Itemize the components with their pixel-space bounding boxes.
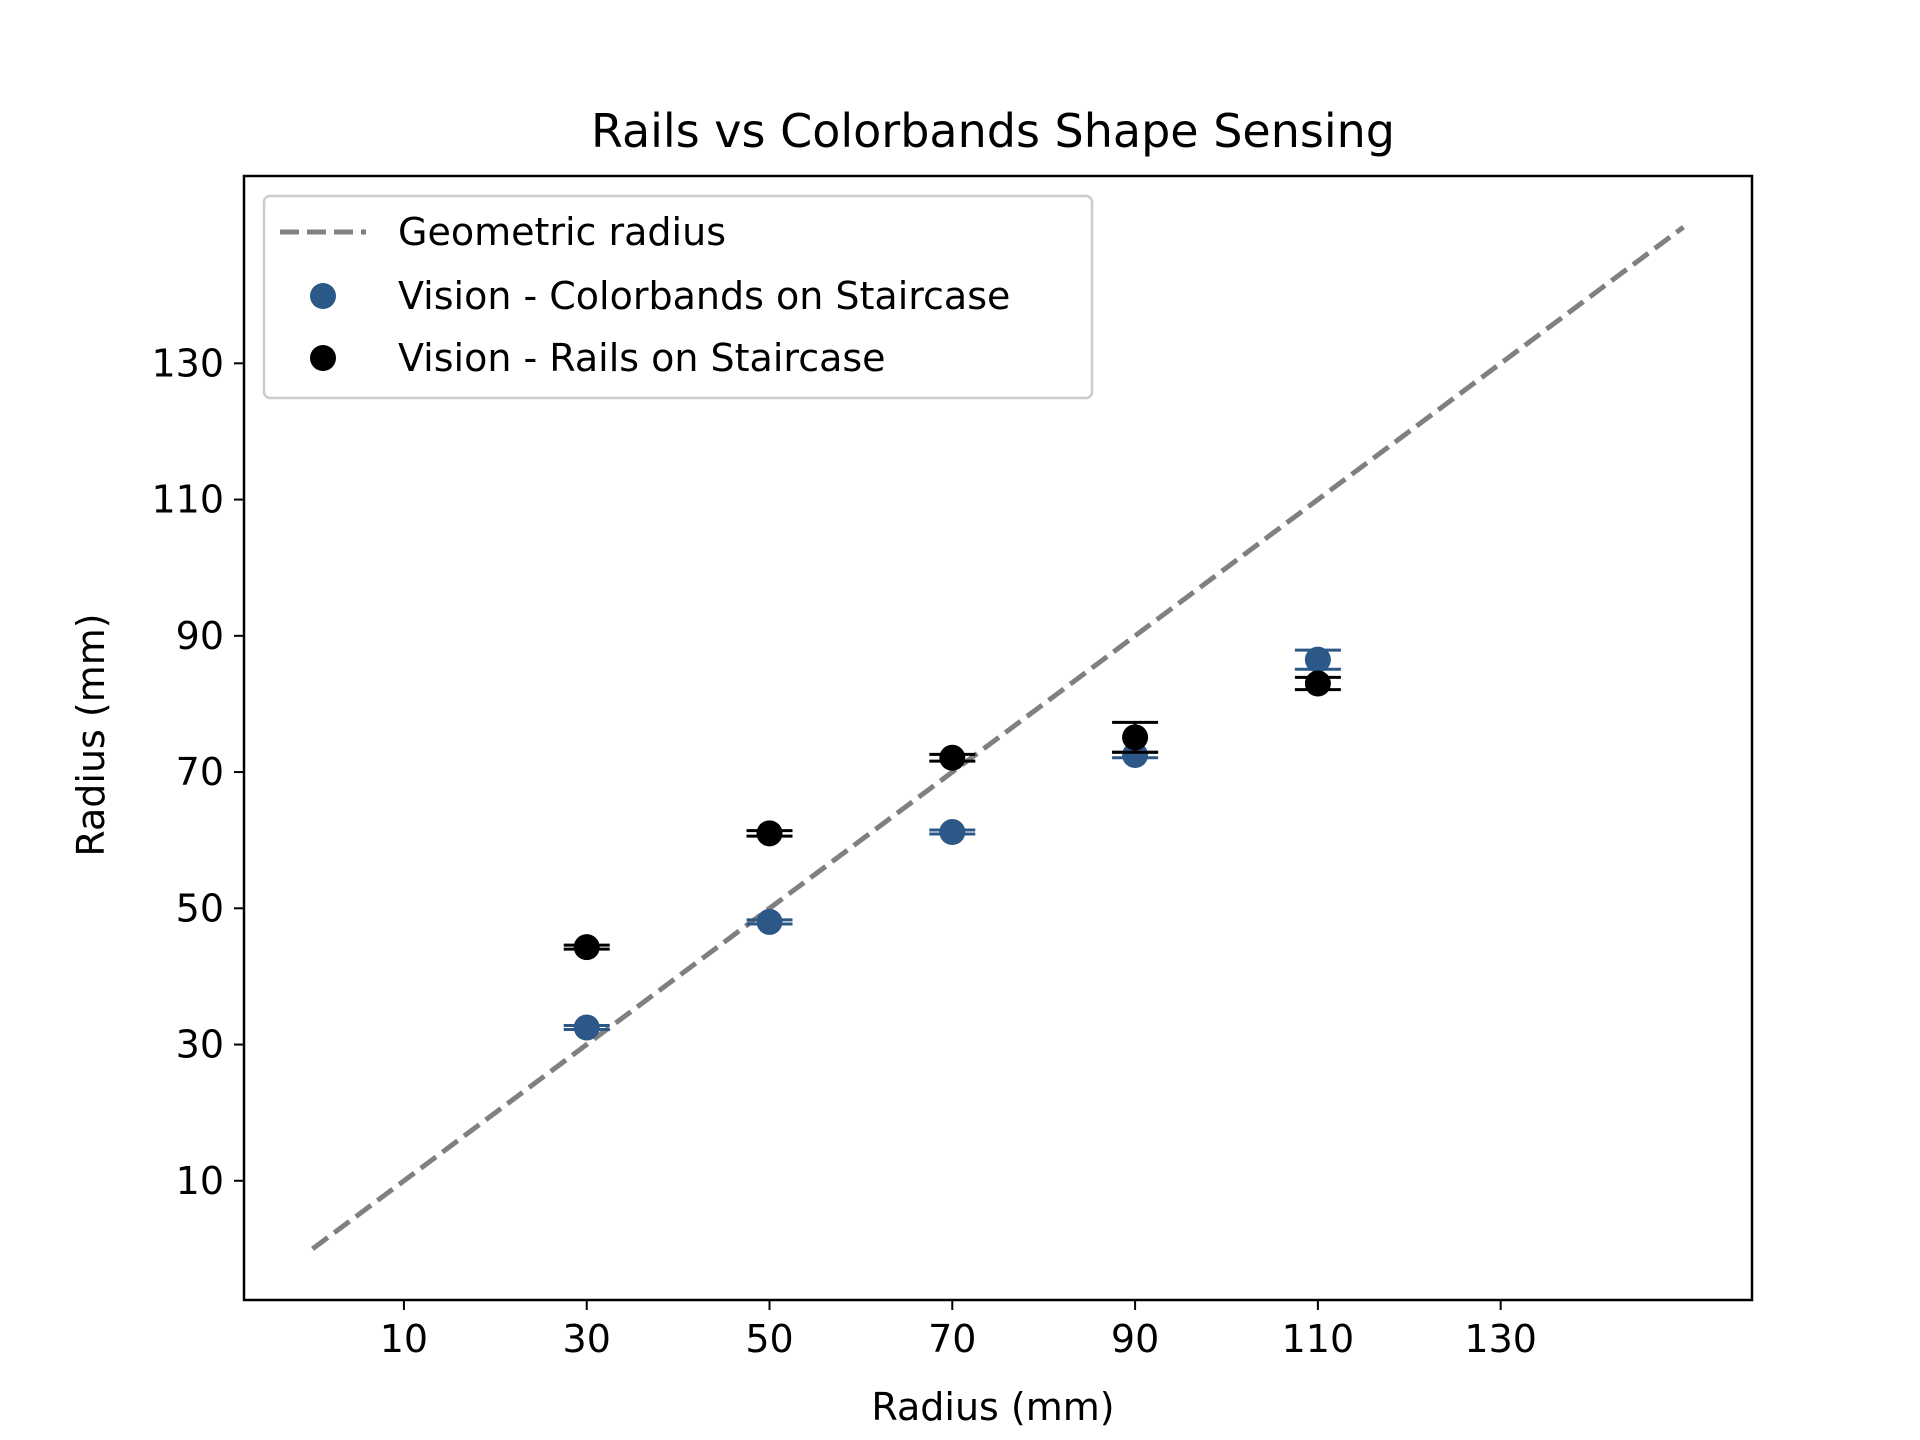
- y-tick-label: 110: [151, 478, 224, 522]
- chart-title: Rails vs Colorbands Shape Sensing: [591, 104, 1395, 158]
- data-point: [1304, 670, 1331, 697]
- legend-label: Geometric radius: [398, 210, 726, 254]
- reference-line: [311, 225, 1685, 1251]
- legend-label: Vision - Colorbands on Staircase: [398, 274, 1010, 318]
- y-tick-label: 50: [176, 886, 224, 930]
- data-point: [939, 744, 966, 771]
- y-tick-label: 130: [151, 341, 224, 385]
- y-tick-label: 30: [176, 1023, 224, 1067]
- x-tick-label: 10: [380, 1317, 428, 1361]
- legend: Geometric radius Vision - Colorbands on S…: [262, 194, 1094, 400]
- x-tick-label: 110: [1282, 1317, 1355, 1361]
- data-point: [1304, 646, 1331, 673]
- data-point: [756, 820, 783, 847]
- x-tick-label: 130: [1464, 1317, 1537, 1361]
- legend-label: Vision - Rails on Staircase: [398, 336, 886, 380]
- y-axis-label: Radius (mm): [69, 613, 113, 856]
- legend-box: [262, 194, 1094, 400]
- x-tick-label: 90: [1111, 1317, 1159, 1361]
- data-point: [1122, 724, 1149, 751]
- plot-area: 10 30 50 70 90 110 130 10 30 50 70 90 110 130: [151, 174, 1754, 1361]
- axes-frame: [242, 174, 1754, 1302]
- data-point: [939, 819, 966, 846]
- y-tick-label: 70: [176, 750, 224, 794]
- y-tick-label: 10: [176, 1159, 224, 1203]
- x-tick-label: 50: [745, 1317, 793, 1361]
- data-point: [573, 1014, 600, 1041]
- legend-marker: [310, 283, 336, 309]
- x-tick-label: 70: [928, 1317, 976, 1361]
- data-point: [756, 908, 783, 935]
- data-point: [573, 934, 600, 961]
- legend-marker: [310, 345, 336, 371]
- x-axis-label: Radius (mm): [871, 1385, 1114, 1429]
- x-tick-label: 30: [563, 1317, 611, 1361]
- y-tick-label: 90: [176, 614, 224, 658]
